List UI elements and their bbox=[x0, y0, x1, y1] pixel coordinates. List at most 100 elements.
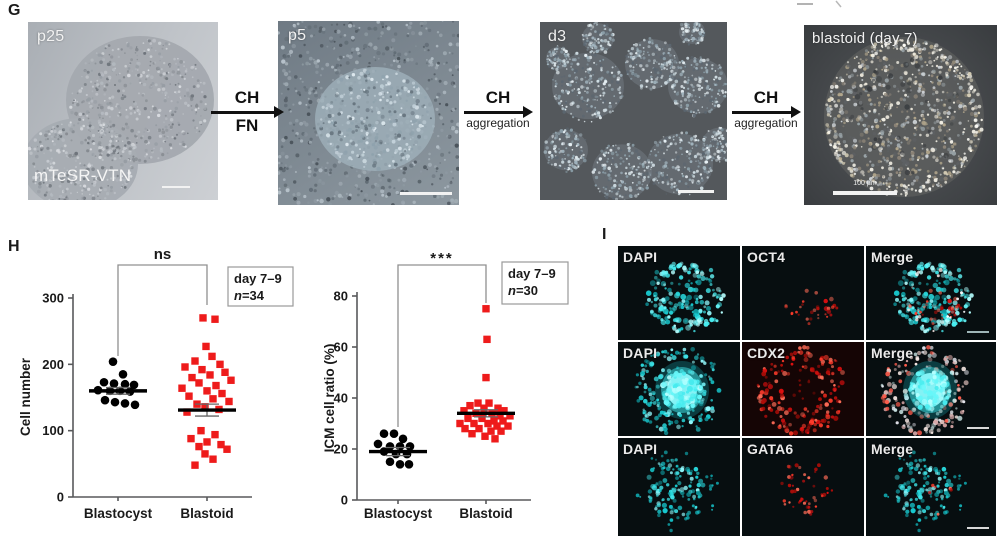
scatter-point bbox=[129, 380, 139, 390]
dapi-nuclei bbox=[634, 347, 722, 436]
micrograph-d3-label: d3 bbox=[548, 28, 567, 45]
colony-texture bbox=[319, 68, 432, 171]
blastoid-dark-spots bbox=[847, 57, 959, 176]
scatter-point bbox=[496, 412, 504, 420]
y-tick-label: 100 bbox=[42, 423, 64, 438]
scatter-point bbox=[464, 414, 472, 423]
scatter-point bbox=[195, 442, 203, 451]
micrograph-p5-label: p5 bbox=[288, 27, 307, 44]
scatter-point bbox=[474, 399, 482, 407]
annotation-n: n=30 bbox=[508, 283, 538, 298]
scatter-point bbox=[211, 430, 219, 439]
cdx2-ring bbox=[756, 345, 845, 436]
scatter-point bbox=[218, 389, 226, 398]
aggregate-texture bbox=[552, 50, 624, 123]
scatter-point bbox=[202, 342, 210, 351]
blastoid-texture bbox=[826, 39, 982, 196]
generated-texture bbox=[28, 36, 214, 200]
scale-bar bbox=[967, 426, 989, 429]
significance-bracket bbox=[397, 264, 487, 427]
micrograph-d3: d3 bbox=[540, 22, 727, 200]
scatter-point bbox=[187, 434, 195, 443]
fluor-label: DAPI bbox=[623, 249, 658, 265]
merge-white bbox=[907, 268, 966, 333]
generated-texture bbox=[780, 463, 834, 516]
y-tick-label: 60 bbox=[334, 340, 348, 355]
scatter-point bbox=[461, 424, 469, 433]
y-tick-label: 80 bbox=[334, 289, 348, 304]
merge-red bbox=[928, 483, 953, 516]
generated-texture bbox=[784, 288, 839, 326]
scatter-point bbox=[499, 417, 507, 425]
fluor-label: CDX2 bbox=[747, 345, 786, 361]
fluor-cell-merge-row3: Merge bbox=[866, 438, 996, 536]
fluor-label: OCT4 bbox=[747, 249, 786, 265]
arrow-top-label: CH bbox=[485, 88, 511, 107]
category-label: Blastoid bbox=[180, 506, 233, 521]
scatter-point bbox=[191, 461, 199, 469]
colony-texture bbox=[28, 118, 134, 200]
scale-bar bbox=[400, 192, 452, 195]
scatter-point bbox=[197, 426, 205, 435]
category-label: Blastocyst bbox=[364, 506, 433, 521]
scatter-point bbox=[404, 460, 414, 469]
scale-bar bbox=[678, 190, 714, 193]
annotation-day-range: day 7–9 bbox=[508, 266, 556, 281]
arrow-top-label: CH bbox=[753, 88, 779, 107]
scatter-plot-icm-ratio: 0 20 40 60 80 ICM cell ratio (%) Blastocyst Bla… bbox=[322, 250, 569, 521]
texture-base bbox=[315, 67, 435, 171]
generated-texture bbox=[645, 261, 726, 334]
significance-label: ns bbox=[154, 246, 172, 263]
significance-bracket bbox=[117, 264, 208, 356]
generated-texture bbox=[634, 347, 722, 436]
oct4-signal bbox=[784, 304, 798, 316]
icm-core bbox=[908, 370, 952, 412]
scatter-point bbox=[120, 379, 130, 389]
fluor-label: Merge bbox=[871, 249, 914, 265]
arrow-line bbox=[211, 106, 284, 117]
scatter-point bbox=[203, 438, 211, 446]
scatter-point bbox=[109, 379, 119, 388]
scatter-point bbox=[208, 352, 216, 361]
mean-sem bbox=[457, 409, 515, 418]
scatter-plot-cell-number: 0 100 200 300 Cell number Blastocyst Blastoid n… bbox=[18, 246, 294, 521]
arrow-ch-aggregation-2: CH aggregation bbox=[730, 88, 802, 130]
scatter-point bbox=[100, 395, 110, 405]
aggregate-texture bbox=[546, 45, 570, 71]
scatter-point bbox=[209, 395, 217, 403]
y-axis-label: ICM cell ratio (%) bbox=[322, 344, 337, 453]
scatter-point bbox=[395, 442, 405, 451]
fluor-label: Merge bbox=[871, 441, 914, 457]
scatter-point bbox=[212, 381, 220, 390]
micrograph-medium-label: mTeSR-VTN bbox=[34, 166, 132, 185]
scale-bar bbox=[967, 526, 989, 529]
scatter-point bbox=[203, 387, 211, 395]
annotation-box bbox=[501, 261, 569, 305]
arrow-bottom-label: FN bbox=[235, 115, 259, 135]
generated-texture bbox=[893, 261, 974, 334]
micrograph-p25: p25 mTeSR-VTN bbox=[28, 22, 218, 200]
scale-bar bbox=[833, 191, 897, 195]
dapi-nuclei bbox=[894, 458, 954, 520]
scatter-point bbox=[185, 392, 193, 400]
generated-texture bbox=[883, 450, 967, 533]
aggregate-texture bbox=[543, 127, 587, 174]
aggregate-texture bbox=[668, 55, 727, 118]
y-axis-label: Cell number bbox=[18, 357, 33, 436]
y-tick-label: 20 bbox=[334, 442, 348, 457]
axes bbox=[352, 292, 531, 504]
arrow-top-label: CH bbox=[234, 88, 260, 107]
annotation-day-range: day 7–9 bbox=[234, 271, 282, 286]
scatter-point bbox=[195, 379, 203, 387]
series-blastoid bbox=[456, 305, 514, 443]
scatter-point bbox=[493, 422, 501, 430]
dapi-nuclei bbox=[898, 261, 974, 334]
annotation-n: n=34 bbox=[234, 288, 265, 303]
scatter-point bbox=[395, 460, 405, 469]
scatter-point bbox=[110, 397, 120, 407]
aggregate-texture bbox=[581, 22, 615, 54]
colony-texture bbox=[69, 38, 208, 163]
scatter-point bbox=[500, 407, 508, 415]
scatter-point bbox=[494, 404, 502, 412]
generated-texture bbox=[543, 22, 727, 200]
